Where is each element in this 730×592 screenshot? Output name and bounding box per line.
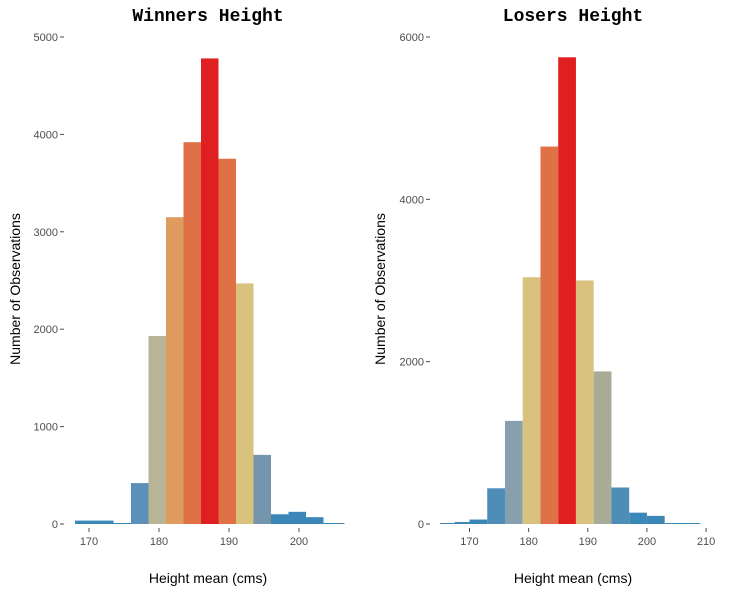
histogram-bar <box>288 511 306 524</box>
histogram-bar <box>306 517 324 524</box>
histogram-bars <box>75 58 345 525</box>
x-tick-label: 200 <box>638 536 656 548</box>
y-axis-title: Number of Observations <box>7 213 23 365</box>
histogram-bar <box>522 277 541 524</box>
histogram-bar <box>166 217 184 524</box>
histogram-bar <box>646 515 665 524</box>
y-tick-label: 3000 <box>34 227 58 239</box>
histogram-bar <box>201 58 219 525</box>
x-tick-label: 210 <box>697 536 715 548</box>
x-axis-ticks: 170 180 190 200 <box>80 528 308 548</box>
y-tick-label: 2000 <box>400 357 424 369</box>
histogram-bar <box>629 512 647 524</box>
y-tick-label: 0 <box>418 519 424 531</box>
histogram-bar <box>323 523 345 524</box>
histogram-bar <box>611 487 630 524</box>
x-axis-title: Height mean (cms) <box>514 570 632 586</box>
histogram-bar <box>183 142 201 524</box>
y-tick-label: 0 <box>52 519 58 531</box>
y-axis-ticks: 0 2000 4000 6000 <box>400 32 430 531</box>
x-tick-label: 170 <box>460 536 478 548</box>
x-tick-label: 200 <box>290 536 308 548</box>
histogram-bar <box>593 371 612 524</box>
histogram-bar <box>218 158 236 524</box>
y-tick-label: 4000 <box>34 129 58 141</box>
y-tick-label: 2000 <box>34 324 58 336</box>
y-axis-ticks: 0 1000 2000 3000 4000 5000 <box>34 32 64 531</box>
x-tick-label: 190 <box>220 536 238 548</box>
histogram-bar <box>454 521 470 524</box>
x-axis-title: Height mean (cms) <box>149 570 267 586</box>
x-tick-label: 180 <box>519 536 537 548</box>
histogram-bar <box>253 454 271 524</box>
histogram-bar <box>131 483 149 524</box>
histogram-bar <box>540 146 559 524</box>
histogram-bar <box>439 523 455 524</box>
winners-height-panel: Winners Height Number of Observations He… <box>7 7 345 586</box>
y-tick-label: 1000 <box>34 422 58 434</box>
x-tick-label: 190 <box>579 536 597 548</box>
histogram-bar <box>113 523 131 524</box>
chart-title: Losers Height <box>503 7 643 27</box>
histogram-bar <box>558 57 576 524</box>
losers-height-panel: Losers Height Number of Observations Hei… <box>372 7 715 586</box>
histogram-bar <box>236 283 254 524</box>
histogram-bar <box>487 488 505 524</box>
histogram-bar <box>271 514 289 524</box>
histogram-bar <box>504 420 523 524</box>
y-axis-title: Number of Observations <box>372 213 388 365</box>
histogram-bar <box>75 520 114 524</box>
x-tick-label: 170 <box>80 536 98 548</box>
histogram-bar <box>664 523 701 524</box>
chart-title: Winners Height <box>132 7 283 27</box>
y-tick-label: 6000 <box>400 32 424 44</box>
histogram-bar <box>469 519 488 524</box>
x-axis-ticks: 170 180 190 200 210 <box>460 528 715 548</box>
histogram-bar <box>575 280 594 524</box>
x-tick-label: 180 <box>150 536 168 548</box>
y-tick-label: 4000 <box>400 194 424 206</box>
histogram-bar <box>148 336 166 524</box>
y-tick-label: 5000 <box>34 32 58 44</box>
histogram-bars <box>439 57 701 524</box>
